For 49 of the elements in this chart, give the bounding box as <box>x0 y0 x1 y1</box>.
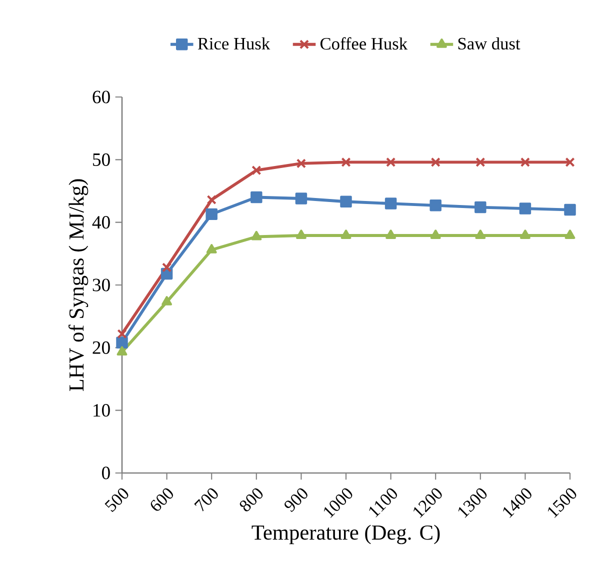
point <box>206 194 216 205</box>
point <box>475 230 486 239</box>
point <box>296 230 306 239</box>
point <box>206 208 218 220</box>
x-tick-label: 900 <box>284 488 308 512</box>
point <box>476 157 486 168</box>
y-tick-label: 30 <box>92 278 110 292</box>
legend-label: Coffee Husk <box>320 37 408 50</box>
legend-label: Saw dust <box>458 37 520 50</box>
point <box>519 202 532 214</box>
y-tick-label: 20 <box>92 341 110 354</box>
point <box>474 201 486 214</box>
point <box>295 192 308 204</box>
y-tick-label: 10 <box>94 404 110 417</box>
point <box>340 196 352 208</box>
x-tick-label: 800 <box>240 488 263 512</box>
point <box>565 157 575 168</box>
point <box>116 336 128 349</box>
point <box>340 230 352 239</box>
point <box>430 230 441 239</box>
point <box>520 157 530 168</box>
x-tick-label: 700 <box>194 488 218 512</box>
y-tick-label: 0 <box>102 466 110 480</box>
point <box>564 204 576 216</box>
point <box>206 244 217 254</box>
point <box>116 346 128 356</box>
point <box>384 198 397 210</box>
point <box>296 158 306 168</box>
point <box>162 262 172 272</box>
point <box>162 296 172 306</box>
x-axis-title: Temperature (Deg. C) <box>252 524 440 544</box>
point <box>564 230 576 239</box>
y-tick-label: 40 <box>92 216 110 229</box>
legend-label: Rice Husk <box>198 37 270 50</box>
x-tick-label: 600 <box>150 488 174 511</box>
point <box>386 157 396 168</box>
y-axis-title: LHV of Syngas ( MJ/kg) <box>68 179 88 392</box>
point <box>250 191 262 204</box>
point <box>430 200 442 212</box>
point <box>341 157 351 168</box>
point <box>520 230 530 239</box>
point <box>117 329 127 339</box>
point <box>252 165 262 176</box>
point <box>251 230 262 240</box>
y-tick-label: 60 <box>92 90 110 104</box>
y-tick-label: 50 <box>93 153 110 166</box>
point <box>386 230 396 239</box>
x-tick-label: 500 <box>104 488 128 512</box>
point <box>430 157 440 168</box>
